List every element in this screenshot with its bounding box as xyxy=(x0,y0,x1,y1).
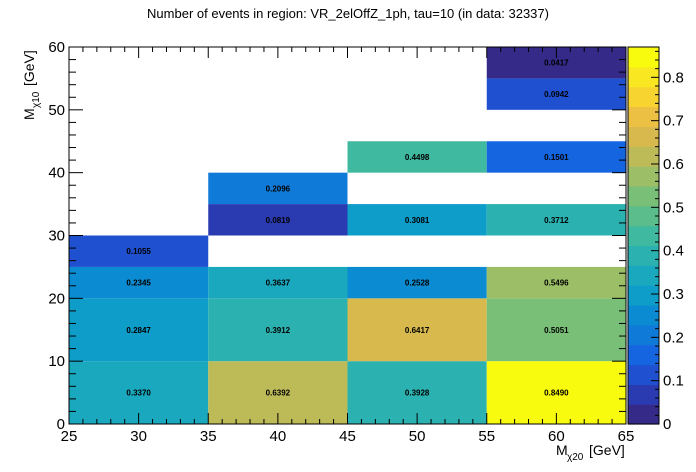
color-scale-axis: 0 0.1 0.2 0.3 0.4 0.5 0.6 0.7 0.8 xyxy=(651,50,684,433)
color-scale-swatch xyxy=(628,47,659,68)
y-axis-label-sub: χ10 xyxy=(31,91,42,108)
y-axis-label-unit: [GeV] xyxy=(21,50,37,86)
chart-title: Number of events in region: VR_2elOffZ_1… xyxy=(147,6,549,21)
cell-value-label: 0.1055 xyxy=(126,247,151,256)
cell-value-label: 0.6417 xyxy=(405,326,430,335)
heatmap-cell xyxy=(486,298,626,362)
color-scale-swatch xyxy=(628,126,659,147)
cell-value-label: 0.6392 xyxy=(266,389,291,398)
x-tick-label: 65 xyxy=(618,428,635,445)
y-tick-label: 0 xyxy=(57,416,65,433)
z-tick-label: 0.6 xyxy=(663,156,684,173)
color-scale-swatch xyxy=(628,265,659,286)
z-tick-label: 0.7 xyxy=(663,113,684,130)
cell-value-label: 0.1501 xyxy=(544,153,569,162)
x-axis-label: M χ20 [GeV] xyxy=(556,442,625,463)
x-axis: 25 30 35 40 45 50 55 60 65 xyxy=(61,47,635,445)
z-tick-label: 0.8 xyxy=(663,69,684,86)
y-tick-label: 20 xyxy=(48,290,65,307)
cell-value-label: 0.0819 xyxy=(266,216,291,225)
y-tick-label: 60 xyxy=(48,39,65,56)
x-tick-label: 25 xyxy=(61,428,78,445)
z-tick-label: 0.4 xyxy=(663,243,684,260)
z-tick-label: 0.3 xyxy=(663,286,684,303)
heatmap-cell xyxy=(486,78,626,110)
color-scale-swatch xyxy=(628,404,659,425)
color-scale-swatch xyxy=(628,245,659,266)
x-tick-label: 60 xyxy=(548,428,565,445)
cell-value-label: 0.2847 xyxy=(126,326,151,335)
heatmap-cell xyxy=(347,298,487,362)
x-tick-label: 55 xyxy=(478,428,495,445)
y-tick-label: 10 xyxy=(48,353,65,370)
y-axis-label-main: M xyxy=(21,108,37,120)
z-tick-label: 0.5 xyxy=(663,199,684,216)
heatmap-cell xyxy=(347,204,487,236)
cell-value-label: 0.5051 xyxy=(544,326,569,335)
cell-value-label: 0.2096 xyxy=(266,184,291,193)
cell-value-label: 0.3712 xyxy=(544,216,569,225)
heatmap-cell xyxy=(347,266,487,299)
y-axis: 0 10 20 30 40 50 60 xyxy=(48,39,626,433)
z-tick-label: 0 xyxy=(663,416,671,433)
color-scale-swatch xyxy=(628,304,659,326)
cell-value-label: 0.8490 xyxy=(544,389,569,398)
color-scale-swatch xyxy=(628,86,659,108)
cell-labels: 0.3370 0.6392 0.3928 0.8490 0.2847 0.3912 0.64… xyxy=(126,59,569,398)
heatmap-cell xyxy=(347,141,487,173)
color-scale-swatch xyxy=(628,384,659,405)
cell-value-label: 0.3370 xyxy=(126,389,151,398)
color-scale-swatch xyxy=(628,185,659,207)
y-tick-label: 40 xyxy=(48,165,65,182)
x-tick-label: 35 xyxy=(200,428,217,445)
x-axis-label-unit: [GeV] xyxy=(589,442,625,458)
color-scale-swatch xyxy=(628,205,659,227)
x-tick-label: 45 xyxy=(339,428,356,445)
heatmap-cell xyxy=(208,172,348,205)
heatmap-cell xyxy=(208,204,348,236)
y-tick-label: 50 xyxy=(48,102,65,119)
cell-value-label: 0.2528 xyxy=(405,279,430,288)
z-tick-label: 0.2 xyxy=(663,329,684,346)
cell-value-label: 0.3928 xyxy=(405,389,430,398)
y-axis-label: M χ10 [GeV] xyxy=(21,50,42,120)
color-scale-swatch xyxy=(628,364,659,385)
heatmap-cell xyxy=(69,235,209,267)
heatmap-cell xyxy=(486,204,626,236)
cell-value-label: 0.4498 xyxy=(405,153,430,162)
x-axis-label-sub: χ20 xyxy=(567,452,584,463)
cell-value-label: 0.0942 xyxy=(544,90,569,99)
x-axis-label-main: M xyxy=(556,442,568,458)
x-tick-label: 30 xyxy=(130,428,147,445)
z-tick-label: 0.1 xyxy=(663,373,684,390)
cell-value-label: 0.3637 xyxy=(266,279,291,288)
y-tick-label: 30 xyxy=(48,228,65,245)
cell-value-label: 0.3081 xyxy=(405,216,430,225)
color-scale-swatch xyxy=(628,344,659,366)
color-scale-swatch xyxy=(628,106,659,127)
color-scale-swatch xyxy=(628,324,659,346)
cell-value-label: 0.0417 xyxy=(544,59,569,68)
heatmap-cell xyxy=(208,298,348,362)
color-scale xyxy=(628,47,659,425)
heatmap-cell xyxy=(69,298,209,362)
color-scale-frame xyxy=(627,46,660,425)
heatmap-cell xyxy=(486,141,626,173)
heatmap-cell xyxy=(208,266,348,299)
x-tick-label: 50 xyxy=(409,428,426,445)
x-tick-label: 40 xyxy=(270,428,287,445)
color-scale-swatch xyxy=(628,285,659,306)
color-scale-swatch xyxy=(628,146,659,167)
cell-value-label: 0.2345 xyxy=(126,279,151,288)
heatmap-cell xyxy=(69,266,209,299)
heatmap-cell xyxy=(486,266,626,299)
color-scale-swatch xyxy=(628,66,659,88)
cell-value-label: 0.5496 xyxy=(544,279,569,288)
cell-value-label: 0.3912 xyxy=(266,326,291,335)
color-scale-swatch xyxy=(628,225,659,247)
color-scale-swatch xyxy=(628,166,659,187)
